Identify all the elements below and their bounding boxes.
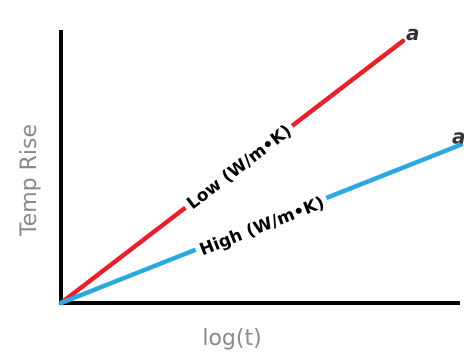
series-label-high: High (W/m•K) xyxy=(197,193,328,260)
series-label-low: Low (W/m•K) xyxy=(183,121,295,214)
series-end-label-low: a xyxy=(406,21,420,45)
x-axis-title: log(t) xyxy=(202,326,261,351)
series-label-knockout xyxy=(192,189,332,264)
series-label-knockout xyxy=(178,117,301,218)
y-axis-title: Temp Rise xyxy=(17,124,42,237)
series-end-label-high: a xyxy=(452,125,464,149)
